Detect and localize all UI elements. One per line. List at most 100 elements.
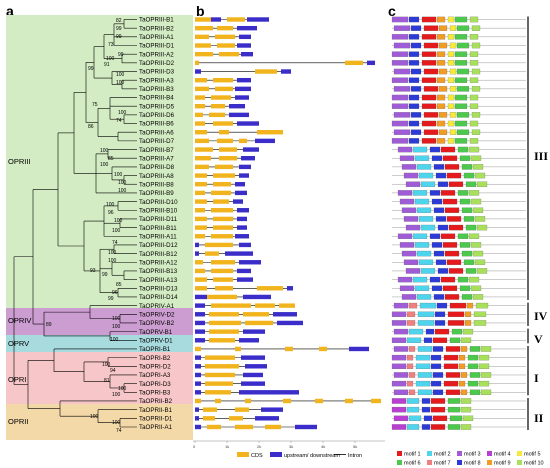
motif-box xyxy=(431,285,443,291)
motif-box xyxy=(476,268,488,274)
motif-box xyxy=(449,42,457,49)
utr-block xyxy=(235,86,251,92)
bootstrap-value: 100 xyxy=(106,202,115,208)
cds-block xyxy=(255,303,275,308)
motif-box xyxy=(417,311,435,317)
gene-label: TaOPRI-B2 xyxy=(139,355,171,362)
cds-block xyxy=(213,182,231,187)
motif-box xyxy=(464,320,472,326)
group-label: IV xyxy=(534,309,548,323)
motif-box xyxy=(435,172,447,179)
subfamily-label-oprv: OPRV xyxy=(8,339,29,348)
motif-box xyxy=(460,398,472,404)
cds-block xyxy=(195,77,207,83)
motif-box xyxy=(473,320,487,326)
motif-box xyxy=(419,302,437,309)
axis-tick-label: 1k xyxy=(225,444,229,449)
motif-box xyxy=(391,406,407,413)
motif-box xyxy=(393,68,411,75)
cds-block xyxy=(213,277,233,282)
motif-box xyxy=(431,198,443,205)
gene-structure-panel xyxy=(195,17,381,430)
bootstrap-value: 93 xyxy=(90,268,96,274)
gene-label: TaOPRIII-B10 xyxy=(139,207,178,214)
motif-box xyxy=(436,34,446,40)
utr-block xyxy=(195,338,205,343)
phylogenetic-tree xyxy=(13,19,137,428)
cds-block xyxy=(209,329,239,334)
motif-box xyxy=(420,181,436,187)
motif-box xyxy=(470,242,482,248)
utr-block xyxy=(195,390,201,395)
utr-block xyxy=(211,17,221,22)
motif-box xyxy=(416,294,432,300)
motif-box xyxy=(406,337,422,343)
motif-box xyxy=(447,60,455,66)
motif-box xyxy=(447,103,455,109)
bootstrap-value: 99 xyxy=(108,296,114,302)
band-oprv xyxy=(6,335,193,352)
cds-block xyxy=(215,398,221,404)
cds-block xyxy=(195,216,207,222)
motif-box xyxy=(397,276,413,283)
bootstrap-value: 82 xyxy=(116,18,122,24)
motif-box xyxy=(421,77,437,83)
utr-block xyxy=(243,372,263,378)
motif-legend-label: motif 8 xyxy=(464,461,481,467)
motif-box xyxy=(447,77,455,83)
cds-block xyxy=(195,182,207,187)
cds-block xyxy=(195,34,209,40)
motif-box xyxy=(438,68,448,75)
gene-label: TaOPRIV-A1 xyxy=(139,303,175,310)
motif-box xyxy=(442,198,458,205)
motif-box xyxy=(417,389,433,396)
cds-block xyxy=(195,25,213,31)
motif-box xyxy=(423,86,439,92)
motif-box xyxy=(447,320,465,326)
bootstrap-value: 86 xyxy=(88,124,94,130)
cds-block xyxy=(209,338,235,343)
motif-box xyxy=(420,224,436,231)
motif-box xyxy=(465,181,477,187)
motif-box xyxy=(459,242,471,248)
cds-block xyxy=(195,43,211,48)
motif-box xyxy=(471,129,481,135)
band-opriii xyxy=(6,15,193,308)
cds-block xyxy=(195,95,205,100)
motif-box xyxy=(432,372,444,378)
motif-box xyxy=(435,259,447,265)
motif-box xyxy=(454,51,468,57)
motif-box xyxy=(432,346,444,352)
motif-box xyxy=(454,77,468,83)
motif-box xyxy=(431,155,443,161)
gene-label: TaOPRIII-D7 xyxy=(139,138,175,145)
motif-box xyxy=(408,415,422,422)
motif-box xyxy=(421,398,431,404)
gene-label: TaOPRI-D3 xyxy=(139,381,171,388)
motif-box xyxy=(408,103,420,109)
utr-block xyxy=(237,25,257,31)
motif-box xyxy=(434,328,450,335)
motif-box xyxy=(456,42,470,49)
bootstrap-value: 100 xyxy=(114,172,123,178)
cds-block xyxy=(195,173,207,178)
cds-block xyxy=(211,260,235,265)
utr-block xyxy=(255,416,279,421)
motif-box xyxy=(412,276,428,283)
motif-legend: motif 1 motif 2 motif 3 motif 4 motif 5 motif… xyxy=(397,451,544,467)
motif-legend-swatch xyxy=(517,451,522,456)
motif-box xyxy=(461,250,473,257)
motif-box xyxy=(438,25,448,31)
motif-box xyxy=(430,354,442,361)
motif-box xyxy=(469,138,479,144)
motif-box xyxy=(436,77,446,83)
motif-box xyxy=(469,94,479,101)
cds-block xyxy=(371,398,381,404)
motif-box xyxy=(430,363,442,370)
motif-box xyxy=(469,60,479,66)
motif-box xyxy=(391,138,409,144)
band-oprii xyxy=(6,404,193,440)
utr-block xyxy=(247,17,269,22)
motif-box xyxy=(447,34,455,40)
